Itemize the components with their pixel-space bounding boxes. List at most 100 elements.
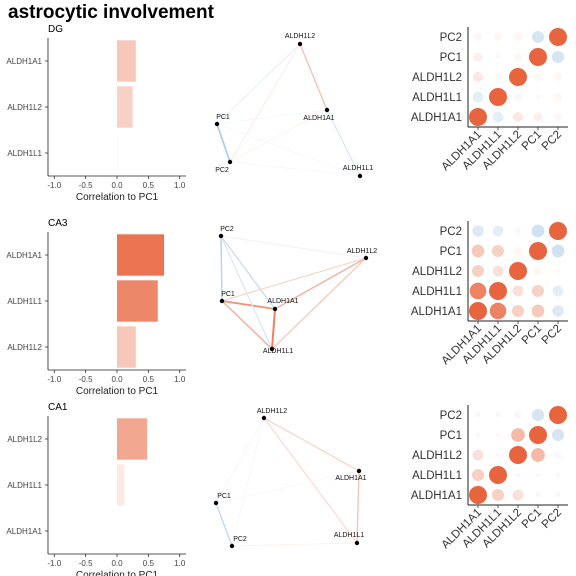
edge-aldh1l2-aldh1a1 [263, 417, 360, 472]
corr-cell [514, 247, 522, 255]
bar-aldh1a1 [117, 40, 136, 82]
edge-aldh1a1-aldh1l1 [326, 109, 361, 177]
panel-label: DG [48, 24, 63, 35]
x-tick-label: -0.5 [79, 181, 93, 190]
bar-aldh1l1 [117, 132, 119, 174]
corr-cell [491, 244, 505, 258]
edge-pc1-aldh1a1 [221, 300, 276, 310]
edge-aldh1a1-aldh1l1 [356, 470, 360, 544]
corr-cell [469, 282, 487, 300]
node-label-aldh1l1: ALDH1L1 [263, 348, 293, 355]
bar-aldh1l1 [117, 464, 125, 506]
x-tick-label: 0.0 [111, 375, 123, 384]
x-tick-label: 0.5 [143, 559, 155, 568]
corr-cell [489, 302, 507, 320]
edge-pc2-aldh1l1 [231, 542, 358, 547]
x-tick-label: 0.5 [143, 181, 155, 190]
node-label-pc2: PC2 [233, 536, 247, 543]
corr-cell [514, 53, 522, 61]
corr-row-label-aldh1a1: ALDH1A1 [411, 112, 462, 124]
corr-row-label-pc2: PC2 [440, 32, 462, 44]
bar-label-aldh1a1: ALDH1A1 [6, 57, 42, 66]
corr-cell [551, 50, 565, 64]
corr-row-label-pc2: PC2 [440, 226, 462, 238]
panel-label: CA3 [48, 218, 68, 229]
edge-aldh1l2-pc1 [216, 43, 301, 125]
figure-title: astrocytic involvement [8, 2, 215, 23]
corr-cell [489, 466, 507, 484]
corr-cell [514, 93, 522, 101]
corr-cell [471, 264, 485, 278]
edge-pc2-aldh1l2 [220, 235, 367, 259]
corr-cell [512, 111, 524, 123]
bar-aldh1l1 [117, 280, 158, 322]
corr-cell [531, 224, 545, 238]
corr-cell [535, 472, 541, 478]
corr-cell [509, 68, 527, 86]
corr-cell [555, 268, 561, 274]
node-pc2 [218, 233, 224, 239]
corr-cell [535, 94, 541, 100]
corr-cell [492, 111, 504, 123]
node-aldh1l2 [261, 415, 267, 421]
corr-row-label-pc2: PC2 [440, 410, 462, 422]
corr-cell [495, 54, 501, 60]
edge-pc2-aldh1a1 [220, 235, 276, 310]
edge-aldh1a1-pc2 [229, 109, 328, 163]
edge-pc1-pc2 [215, 502, 233, 547]
corr-col-label-pc2: PC2 [540, 507, 564, 531]
corr-row-label-aldh1l1: ALDH1L1 [412, 286, 462, 298]
x-tick-label: 0.5 [143, 375, 155, 384]
bar-label-aldh1l1: ALDH1L1 [7, 481, 42, 490]
corr-cell [491, 488, 505, 502]
bar-aldh1a1 [117, 234, 165, 276]
node-label-aldh1l2: ALDH1L2 [347, 248, 377, 255]
corr-cell [473, 52, 483, 62]
corr-col-label-pc2: PC2 [540, 129, 564, 153]
corr-cell [495, 412, 501, 418]
x-tick-label: 1.0 [174, 181, 186, 190]
node-label-aldh1a1: ALDH1A1 [267, 298, 298, 305]
node-aldh1l2 [363, 255, 369, 261]
bar-label-aldh1l2: ALDH1L2 [7, 435, 42, 444]
node-label-aldh1a1: ALDH1A1 [335, 475, 366, 482]
edge-aldh1l2-pc1 [215, 417, 265, 504]
edge-pc1-aldh1a1 [215, 470, 360, 504]
node-pc2 [227, 159, 233, 165]
node-label-pc1: PC1 [216, 114, 230, 121]
corr-cell [555, 492, 561, 498]
corr-cell [552, 285, 564, 297]
corr-cell [495, 452, 501, 458]
corr-cell [529, 242, 547, 260]
corr-cell [534, 73, 542, 81]
corr-row-label-aldh1l2: ALDH1L2 [412, 450, 462, 462]
panel-dg: DG ALDH1A1 ALDH1L2 ALDH1L1 -1.0 -0.5 0.0 0.5 1.0… [6, 24, 568, 203]
bar-label-aldh1l1: ALDH1L1 [7, 297, 42, 306]
corr-cell [515, 472, 521, 478]
corr-cell [515, 228, 521, 234]
corr-cell [555, 472, 561, 478]
corr-row-label-pc1: PC1 [440, 246, 462, 258]
node-label-pc2: PC2 [215, 167, 229, 174]
corr-cell [549, 222, 567, 240]
corr-row-label-pc1: PC1 [440, 52, 462, 64]
edge-aldh1l2-aldh1l1 [263, 417, 358, 544]
node-label-aldh1l2: ALDH1L2 [257, 408, 287, 415]
x-tick-label: -0.5 [79, 559, 93, 568]
node-pc1 [213, 500, 219, 506]
corr-cell [554, 93, 562, 101]
bar-aldh1l2 [117, 326, 136, 368]
corr-cell [494, 73, 502, 81]
corr-cell [489, 282, 507, 300]
corr-cell [469, 486, 487, 504]
x-tick-label: -1.0 [47, 181, 61, 190]
panel-ca3: CA3 ALDH1A1 ALDH1L1 ALDH1L2 -1.0 -0.5 0.0 0.5 1.… [6, 218, 568, 397]
edge-pc2-aldh1l1 [229, 161, 361, 177]
corr-cell [471, 468, 485, 482]
corr-cell [472, 225, 484, 237]
corr-cell [531, 448, 545, 462]
x-tick-label: 1.0 [174, 559, 186, 568]
corr-col-label-pc2: PC2 [540, 323, 564, 347]
corr-cell [471, 244, 485, 258]
